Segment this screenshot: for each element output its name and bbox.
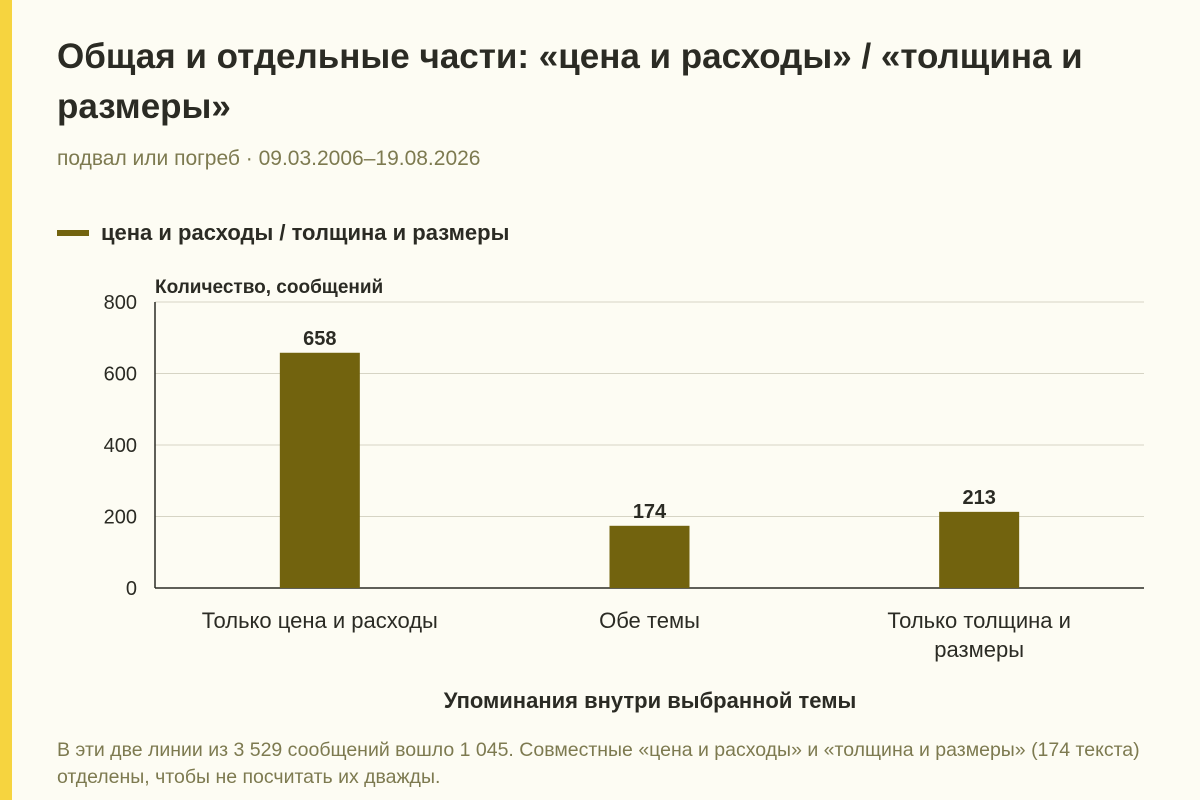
accent-stripe	[0, 0, 12, 800]
chart-subtitle: подвал или погреб · 09.03.2006–19.08.202…	[57, 147, 481, 170]
y-tick-label: 400	[104, 435, 137, 457]
y-tick-label: 600	[104, 364, 137, 386]
x-tick-label: Обе темы	[599, 608, 700, 633]
y-axis-title: Количество, сообщений	[155, 277, 383, 298]
x-tick-label: Только цена и расходы	[202, 608, 438, 633]
legend: цена и расходы / толщина и размеры	[57, 220, 509, 246]
y-tick-label: 200	[104, 507, 137, 529]
data-label: 658	[303, 328, 336, 350]
legend-swatch	[57, 230, 89, 236]
bar-chart: 0 200 400 600 800 Количество, сообщений 658 Тол…	[104, 277, 1144, 713]
legend-label: цена и расходы / толщина и размеры	[101, 220, 510, 245]
x-tick-label: Только толщина и	[887, 608, 1071, 633]
data-label: 174	[633, 501, 667, 523]
footnote: В эти две линии из 3 529 сообщений вошло…	[57, 739, 1140, 788]
y-tick-label: 0	[126, 578, 137, 600]
x-axis-title: Упоминания внутри выбранной темы	[444, 688, 857, 713]
y-tick-label: 800	[104, 292, 137, 314]
bar	[939, 511, 1020, 588]
data-label: 213	[962, 487, 995, 509]
x-tick-label: размеры	[934, 637, 1024, 662]
chart-title: Общая и отдельные части: «цена и расходы…	[57, 37, 1083, 126]
bar	[609, 525, 690, 588]
bar	[279, 352, 360, 588]
